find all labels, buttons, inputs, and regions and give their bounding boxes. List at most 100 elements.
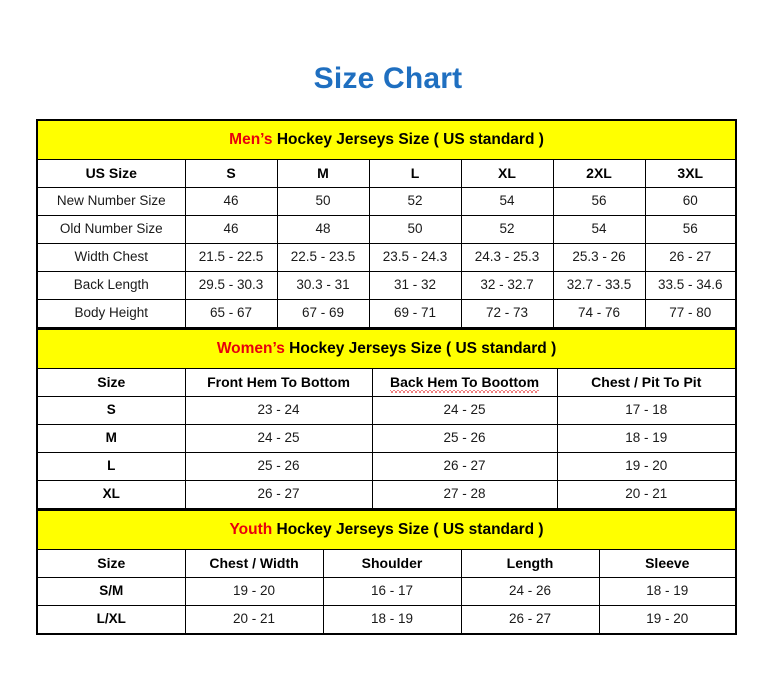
mens-cell-2-1: 21.5 - 22.5 xyxy=(184,243,278,272)
womens-row-label-1: M xyxy=(36,424,186,453)
table-row: L 25 - 26 26 - 27 19 - 20 xyxy=(36,452,737,481)
table-row: M 24 - 25 25 - 26 18 - 19 xyxy=(36,424,737,453)
mens-header-cell-6: 3XL xyxy=(644,159,737,188)
womens-cell-2-1: 25 - 26 xyxy=(184,452,373,481)
table-row: Width Chest 21.5 - 22.5 22.5 - 23.5 23.5… xyxy=(36,243,737,272)
womens-cell-2-2: 26 - 27 xyxy=(371,452,558,481)
mens-cell-3-3: 31 - 32 xyxy=(368,271,462,300)
womens-size-table: Women’s Hockey Jerseys Size ( US standar… xyxy=(36,328,738,509)
mens-header-cell-3: L xyxy=(368,159,462,188)
womens-section-banner: Women’s Hockey Jerseys Size ( US standar… xyxy=(36,328,737,369)
youth-header-cell-4: Sleeve xyxy=(598,549,737,578)
mens-cell-2-4: 24.3 - 25.3 xyxy=(460,243,554,272)
youth-cell-1-4: 19 - 20 xyxy=(598,605,737,635)
mens-cell-0-6: 60 xyxy=(644,187,737,216)
table-row: S 23 - 24 24 - 25 17 - 18 xyxy=(36,396,737,425)
womens-cell-3-3: 20 - 21 xyxy=(556,480,737,509)
mens-banner-rest: Hockey Jerseys Size ( US standard ) xyxy=(272,130,544,148)
mens-cell-1-2: 48 xyxy=(276,215,370,244)
womens-banner-accent: Women’s xyxy=(216,339,285,357)
mens-cell-0-5: 56 xyxy=(552,187,646,216)
youth-banner-rest: Hockey Jerseys Size ( US standard ) xyxy=(272,520,544,538)
mens-cell-4-1: 65 - 67 xyxy=(184,299,278,328)
womens-header-cell-1: Front Hem To Bottom xyxy=(184,368,373,397)
youth-header-cell-2: Shoulder xyxy=(322,549,462,578)
size-chart-tables: Men’s Hockey Jerseys Size ( US standard … xyxy=(36,119,738,635)
table-row: S/M 19 - 20 16 - 17 24 - 26 18 - 19 xyxy=(36,577,737,606)
womens-cell-3-1: 26 - 27 xyxy=(184,480,373,509)
mens-row-label-2: Width Chest xyxy=(36,243,186,272)
womens-header-row: Size Front Hem To Bottom Back Hem To Boo… xyxy=(36,368,737,397)
mens-cell-3-2: 30.3 - 31 xyxy=(276,271,370,300)
womens-banner-cell: Women’s Hockey Jerseys Size ( US standar… xyxy=(36,328,737,369)
womens-header-cell-2-text: Back Hem To Boottom xyxy=(389,374,540,393)
youth-cell-0-1: 19 - 20 xyxy=(184,577,324,606)
mens-cell-2-5: 25.3 - 26 xyxy=(552,243,646,272)
womens-header-cell-0: Size xyxy=(36,368,186,397)
youth-banner-accent: Youth xyxy=(229,520,273,538)
youth-cell-0-3: 24 - 26 xyxy=(460,577,600,606)
mens-cell-4-5: 74 - 76 xyxy=(552,299,646,328)
mens-header-cell-5: 2XL xyxy=(552,159,646,188)
mens-cell-3-1: 29.5 - 30.3 xyxy=(184,271,278,300)
page-title: Size Chart xyxy=(313,62,463,95)
womens-cell-1-1: 24 - 25 xyxy=(184,424,373,453)
mens-cell-1-3: 50 xyxy=(368,215,462,244)
womens-cell-2-3: 19 - 20 xyxy=(556,452,737,481)
womens-header-cell-2: Back Hem To Boottom xyxy=(371,368,558,397)
mens-row-label-1: Old Number Size xyxy=(36,215,186,244)
womens-cell-1-2: 25 - 26 xyxy=(371,424,558,453)
mens-cell-1-5: 54 xyxy=(552,215,646,244)
mens-header-cell-0: US Size xyxy=(36,159,186,188)
womens-cell-0-1: 23 - 24 xyxy=(184,396,373,425)
mens-cell-4-6: 77 - 80 xyxy=(644,299,737,328)
youth-header-cell-1: Chest / Width xyxy=(184,549,324,578)
youth-section-banner: Youth Hockey Jerseys Size ( US standard … xyxy=(36,509,737,550)
youth-cell-1-1: 20 - 21 xyxy=(184,605,324,635)
womens-cell-0-2: 24 - 25 xyxy=(371,396,558,425)
mens-banner-accent: Men’s xyxy=(229,130,273,148)
mens-row-label-3: Back Length xyxy=(36,271,186,300)
mens-cell-3-6: 33.5 - 34.6 xyxy=(644,271,737,300)
youth-header-cell-0: Size xyxy=(36,549,186,578)
youth-banner-cell: Youth Hockey Jerseys Size ( US standard … xyxy=(36,509,737,550)
mens-header-cell-1: S xyxy=(184,159,278,188)
youth-header-row: Size Chest / Width Shoulder Length Sleev… xyxy=(36,549,737,578)
table-row: Back Length 29.5 - 30.3 30.3 - 31 31 - 3… xyxy=(36,271,737,300)
womens-header-cell-3: Chest / Pit To Pit xyxy=(556,368,737,397)
mens-cell-4-2: 67 - 69 xyxy=(276,299,370,328)
youth-row-label-1: L/XL xyxy=(36,605,186,635)
mens-cell-0-2: 50 xyxy=(276,187,370,216)
mens-section-banner: Men’s Hockey Jerseys Size ( US standard … xyxy=(36,119,737,160)
table-row: New Number Size 46 50 52 54 56 60 xyxy=(36,187,737,216)
table-row: Old Number Size 46 48 50 52 54 56 xyxy=(36,215,737,244)
mens-cell-4-3: 69 - 71 xyxy=(368,299,462,328)
mens-row-label-4: Body Height xyxy=(36,299,186,328)
womens-cell-3-2: 27 - 28 xyxy=(371,480,558,509)
womens-cell-0-3: 17 - 18 xyxy=(556,396,737,425)
youth-cell-1-3: 26 - 27 xyxy=(460,605,600,635)
youth-row-label-0: S/M xyxy=(36,577,186,606)
table-row: XL 26 - 27 27 - 28 20 - 21 xyxy=(36,480,737,509)
youth-cell-0-4: 18 - 19 xyxy=(598,577,737,606)
mens-banner-cell: Men’s Hockey Jerseys Size ( US standard … xyxy=(36,119,737,160)
mens-cell-1-1: 46 xyxy=(184,215,278,244)
mens-cell-2-3: 23.5 - 24.3 xyxy=(368,243,462,272)
mens-cell-3-5: 32.7 - 33.5 xyxy=(552,271,646,300)
mens-cell-1-4: 52 xyxy=(460,215,554,244)
youth-cell-1-2: 18 - 19 xyxy=(322,605,462,635)
womens-row-label-2: L xyxy=(36,452,186,481)
mens-cell-0-4: 54 xyxy=(460,187,554,216)
womens-banner-rest: Hockey Jerseys Size ( US standard ) xyxy=(284,339,557,357)
womens-cell-1-3: 18 - 19 xyxy=(556,424,737,453)
table-row: Body Height 65 - 67 67 - 69 69 - 71 72 -… xyxy=(36,299,737,328)
table-row: L/XL 20 - 21 18 - 19 26 - 27 19 - 20 xyxy=(36,605,737,635)
womens-row-label-3: XL xyxy=(36,480,186,509)
mens-cell-4-4: 72 - 73 xyxy=(460,299,554,328)
mens-cell-3-4: 32 - 32.7 xyxy=(460,271,554,300)
mens-cell-1-6: 56 xyxy=(644,215,737,244)
mens-cell-0-1: 46 xyxy=(184,187,278,216)
womens-row-label-0: S xyxy=(36,396,186,425)
mens-header-row: US Size S M L XL 2XL 3XL xyxy=(36,159,737,188)
